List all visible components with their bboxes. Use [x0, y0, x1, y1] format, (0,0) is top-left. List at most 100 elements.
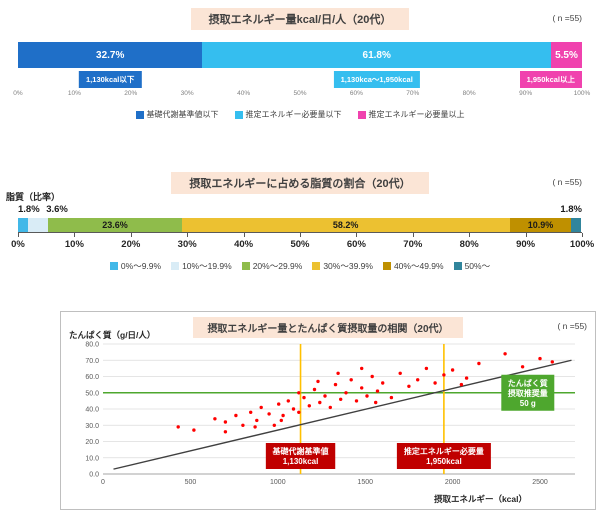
- axis-tick-label: 0%: [11, 239, 25, 250]
- axis-tick-label: 30%: [180, 90, 194, 97]
- legend-swatch: [453, 261, 462, 270]
- reference-label-box: [265, 443, 336, 469]
- data-point: [286, 399, 290, 403]
- data-point: [253, 425, 257, 429]
- data-point: [381, 381, 385, 385]
- data-point: [389, 395, 394, 400]
- data-point: [416, 378, 420, 382]
- legend-item: 10%〜19.9%: [171, 260, 232, 272]
- legend-label: 30%〜39.9%: [323, 260, 373, 271]
- legend-label: 推定エネルギー必要量以上: [368, 110, 465, 119]
- chart1-sample-size: ( n =55): [552, 13, 582, 23]
- data-point: [477, 361, 481, 366]
- legend-swatch: [109, 261, 118, 270]
- axis-tick-label: 10%: [64, 239, 84, 250]
- axis-tick-mark: [130, 233, 132, 237]
- data-point: [259, 405, 263, 410]
- chart3-x-axis-label: 摂取エネルギー（kcal）: [433, 494, 527, 504]
- y-tick-label: 10.0: [85, 455, 99, 462]
- axis-tick-label: 40%: [234, 239, 254, 250]
- legend-item: 推定エネルギー必要量以下: [234, 109, 342, 120]
- segment-value-label: 3.6%: [46, 204, 68, 215]
- legend-label: 50%〜: [464, 260, 491, 271]
- data-point: [223, 420, 228, 424]
- reference-label-box-text: 基礎代謝基準値: [272, 446, 329, 456]
- data-point: [255, 418, 259, 423]
- legend-item: 推定エネルギー必要量以上: [357, 109, 465, 120]
- x-tick-label: 0: [101, 479, 105, 486]
- bar-segment: [18, 218, 29, 232]
- data-point: [339, 397, 343, 401]
- reference-label-box-text: 1,130kcal: [283, 457, 319, 466]
- data-point: [328, 405, 332, 410]
- protein-recommended-box-text: 摂取推奨量: [508, 388, 548, 398]
- data-point: [550, 360, 554, 364]
- data-point: [375, 389, 380, 393]
- y-tick-label: 20.0: [85, 439, 99, 446]
- data-point: [176, 425, 180, 429]
- bar-segment: 5.5%: [550, 42, 582, 68]
- chart1-stacked-bar: 32.7% 61.8% 5.5%: [18, 42, 582, 68]
- data-point: [503, 352, 507, 356]
- chart1-segment-callouts: 1,130kcal以下 1,130kca〜1,950kcal 1,950kcal以上: [18, 71, 582, 88]
- data-point: [349, 378, 353, 382]
- chart2-sample-size: ( n =55): [552, 177, 582, 187]
- scatter-plot-canvas: 0.0 10.0 20.0 30.0 40.0 50.0 60.0 70.0 80.0 0 500 1…: [85, 342, 575, 486]
- chart3-y-axis-label: たんぱく質（g/日/人）: [69, 330, 156, 340]
- legend-item: 基礎代謝基準値以下: [135, 109, 219, 120]
- reference-label-box-text: 推定エネルギー必要量: [404, 446, 484, 456]
- legend-label: 40%〜49.9%: [393, 260, 444, 271]
- x-tick-label: 500: [185, 479, 197, 486]
- data-point: [267, 412, 271, 416]
- y-tick-label: 0.0: [89, 472, 99, 479]
- data-point: [302, 395, 306, 400]
- bar-segment: 10.9%: [509, 218, 572, 232]
- segment-value-label: 1.8%: [560, 204, 582, 215]
- y-tick-label: 50.0: [85, 390, 99, 397]
- axis-tick-label: 0%: [13, 90, 23, 97]
- axis-tick-label: 90%: [519, 90, 533, 97]
- fat-ratio-chart: 摂取エネルギーに占める脂質の割合（20代） ( n =55) 脂質（比率） 1.…: [0, 172, 600, 271]
- data-point: [433, 381, 437, 385]
- axis-tick-mark: [582, 233, 583, 237]
- axis-tick-mark: [356, 233, 358, 237]
- data-point: [213, 417, 217, 421]
- segment-value-label: 1.8%: [18, 204, 40, 215]
- data-point: [291, 407, 296, 411]
- bar-callout: 1,130kca〜1,950kcal: [333, 71, 420, 88]
- y-tick-label: 70.0: [85, 358, 99, 365]
- nutrition-report-page: 摂取エネルギー量kcal/日/人（20代） ( n =55) 32.7% 61.8…: [0, 8, 600, 510]
- legend-swatch: [382, 261, 391, 270]
- axis-tick-mark: [525, 233, 527, 237]
- chart2-stacked-bar: 23.6% 58.2% 10.9%: [18, 218, 582, 232]
- data-point: [318, 400, 322, 405]
- legend-swatch: [135, 110, 144, 119]
- data-point: [459, 382, 464, 387]
- data-point: [249, 410, 253, 414]
- chart1-title: 摂取エネルギー量kcal/日/人（20代）: [190, 8, 410, 30]
- legend-label: 基礎代謝基準値以下: [146, 110, 219, 119]
- axis-tick-label: 50%: [290, 239, 310, 250]
- legend-swatch: [171, 261, 180, 270]
- legend-item: 50%〜: [453, 260, 491, 272]
- legend-swatch: [234, 110, 243, 119]
- reference-label-box: [396, 443, 491, 469]
- axis-tick-label: 80%: [459, 239, 479, 250]
- bar-segment: 58.2%: [181, 218, 510, 232]
- protein-recommended-box-text: たんぱく質: [508, 378, 548, 388]
- bar-segment: 61.8%: [202, 42, 551, 68]
- x-tick-label: 2500: [532, 479, 548, 486]
- data-point: [450, 368, 455, 372]
- reference-label-box-text: 1,950kcal: [426, 457, 462, 466]
- axis-tick-label: 100%: [569, 239, 595, 250]
- axis-tick-mark: [412, 233, 414, 237]
- data-point: [370, 374, 374, 379]
- axis-tick-label: 70%: [406, 90, 420, 97]
- chart1-header: 摂取エネルギー量kcal/日/人（20代） ( n =55): [18, 8, 582, 30]
- chart3-title: 摂取エネルギー量とたんぱく質摂取量の相関（20代）: [193, 317, 463, 338]
- correlation-scatter-chart: たんぱく質（g/日/人） 摂取エネルギー量とたんぱく質摂取量の相関（20代） (…: [60, 311, 596, 510]
- axis-tick-mark: [74, 233, 76, 237]
- legend-item: 40%〜49.9%: [382, 260, 444, 272]
- protein-recommended-box: [501, 374, 555, 411]
- data-point: [365, 394, 369, 398]
